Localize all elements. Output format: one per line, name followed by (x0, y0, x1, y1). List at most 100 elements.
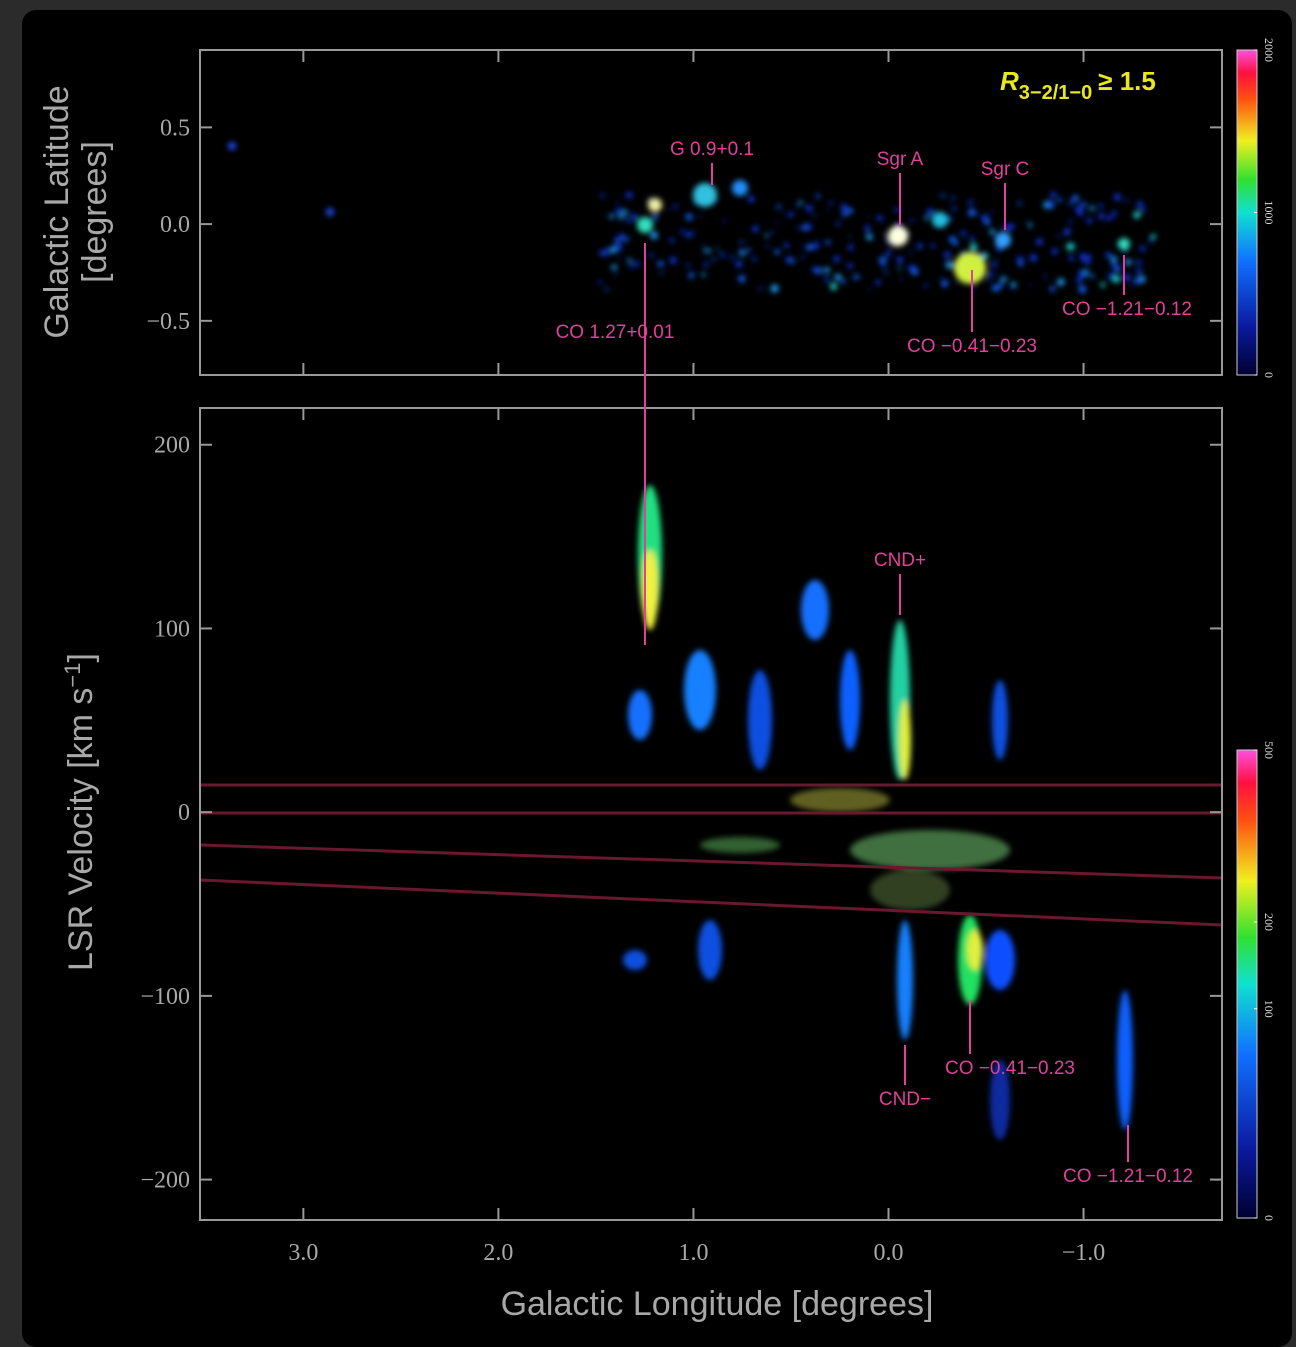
annotation: CO −0.41−0.23 (907, 336, 1037, 357)
emission-blob (1150, 234, 1156, 240)
emission-blob (932, 212, 948, 228)
emission-blob (1135, 259, 1142, 266)
emission-blob (609, 214, 614, 219)
emission-blob (1078, 285, 1087, 294)
emission-blob (1086, 217, 1093, 224)
emission-blob (1044, 272, 1047, 275)
emission-blob (1097, 263, 1100, 266)
emission-blob (627, 258, 632, 263)
emission-blob (1029, 284, 1032, 287)
emission-blob (824, 276, 830, 282)
emission-blob (866, 233, 873, 241)
emission-blob (899, 277, 903, 281)
emission-blob (1148, 238, 1153, 243)
emission-blob (806, 243, 814, 251)
emission-blob (615, 208, 622, 215)
emission-blob (624, 236, 630, 242)
y-axis-label: [degrees] (76, 141, 114, 283)
emission-blob (968, 208, 976, 217)
emission-blob (944, 262, 948, 266)
emission-blob (840, 203, 848, 211)
emission-blob (1057, 197, 1062, 203)
emission-blob (985, 930, 1015, 990)
emission-blob (626, 217, 632, 224)
colorbar-tick-label: 100 (1262, 1000, 1276, 1018)
emission-blob (1068, 201, 1073, 206)
emission-blob (926, 208, 935, 216)
emission-blob (955, 281, 958, 284)
emission-blob (1107, 272, 1114, 280)
emission-blob (801, 580, 829, 640)
emission-blob (1076, 245, 1079, 248)
emission-blob (801, 244, 804, 248)
emission-blob (995, 260, 998, 263)
emission-blob (1079, 253, 1088, 261)
emission-blob (770, 284, 779, 293)
emission-blob (706, 248, 711, 253)
x-tick-label: 1.0 (678, 1240, 708, 1266)
emission-blob (948, 265, 951, 268)
emission-blob (972, 286, 976, 290)
emission-blob (826, 208, 830, 211)
emission-blob (611, 264, 617, 271)
emission-blob (801, 224, 808, 231)
emission-blob (614, 273, 618, 277)
emission-blob (941, 280, 949, 288)
emission-blob (1110, 261, 1117, 268)
emission-blob (1081, 201, 1087, 207)
emission-blob (982, 253, 989, 259)
emission-blob (1112, 275, 1120, 283)
annotation: CND+ (874, 550, 926, 571)
annotation: CND− (879, 1089, 931, 1110)
emission-blob (1029, 253, 1038, 262)
emission-blob (669, 256, 677, 265)
emission-blob (711, 257, 715, 261)
emission-blob (947, 256, 950, 259)
emission-blob (740, 240, 744, 244)
emission-blob (885, 250, 892, 257)
emission-blob (729, 255, 735, 260)
emission-blob (1071, 195, 1079, 203)
emission-blob (745, 248, 751, 253)
emission-blob (811, 267, 817, 273)
x-tick-label: 0.0 (873, 1240, 903, 1266)
emission-blob (790, 788, 890, 812)
emission-blob (690, 231, 695, 236)
emission-blob (1035, 238, 1044, 246)
emission-blob (969, 243, 978, 251)
emission-blob (798, 200, 803, 205)
emission-blob (623, 950, 647, 970)
emission-blob (868, 215, 871, 218)
emission-blob (995, 269, 998, 272)
emission-blob (1104, 251, 1112, 258)
emission-blob (669, 208, 672, 211)
emission-blob (833, 255, 840, 263)
emission-blob (796, 226, 800, 230)
emission-blob (916, 243, 923, 250)
colorbar-tick-label: 200 (1262, 913, 1276, 931)
emission-blob (841, 279, 846, 284)
emission-blob (1049, 286, 1056, 292)
emission-blob (776, 221, 779, 224)
plot-frame (199, 407, 1223, 1221)
emission-blob (883, 233, 887, 237)
emission-blob (633, 261, 640, 267)
emission-blob (1136, 201, 1144, 208)
emission-blob (783, 242, 790, 249)
emission-blob (1017, 201, 1022, 206)
emission-blob (757, 286, 761, 290)
emission-blob (673, 203, 679, 209)
emission-blob (910, 218, 914, 223)
y-tick-label: −0.5 (146, 309, 190, 335)
emission-blob (940, 276, 944, 280)
emission-blob (722, 219, 726, 223)
emission-blob (899, 700, 911, 780)
emission-blob (688, 272, 695, 279)
emission-blob (830, 283, 838, 290)
emission-blob (228, 142, 236, 150)
emission-blob (747, 195, 755, 203)
annotation: Sgr C (981, 159, 1030, 180)
emission-blob (748, 670, 772, 770)
emission-blob (1113, 193, 1122, 201)
emission-blob (812, 242, 820, 250)
